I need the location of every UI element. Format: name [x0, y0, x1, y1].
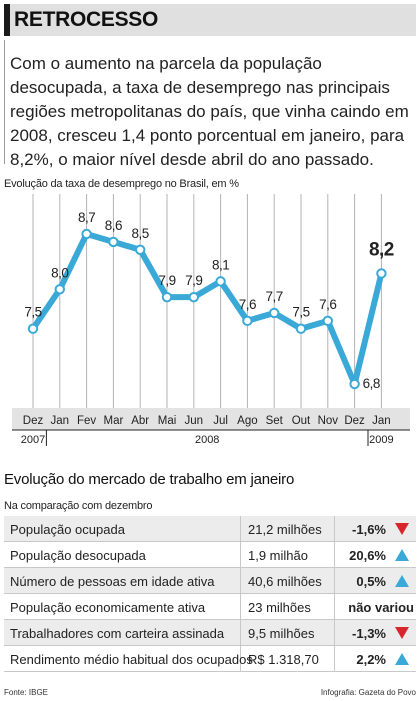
triangle-up-icon — [395, 575, 409, 587]
row-change: -1,6% — [352, 522, 386, 537]
labor-section-subtitle: Na comparação com dezembro — [4, 500, 153, 512]
row-value: 40,6 milhões — [248, 574, 322, 589]
row-change: 2,2% — [356, 652, 386, 667]
row-change: -1,3% — [352, 626, 386, 641]
year-label: 2008 — [195, 434, 219, 446]
triangle-down-icon — [395, 523, 409, 535]
data-label: 6,8 — [363, 376, 380, 391]
triangle-up-icon — [395, 549, 409, 561]
data-point — [269, 307, 280, 319]
chart-svg: Dez Jan Fev Mar Abr Mai Jun Jul Ago Set Out Nov Dez J… — [12, 194, 410, 446]
month-axis-band — [12, 408, 410, 430]
data-label: 8,0 — [51, 265, 68, 280]
month-tick-label: Jan — [51, 415, 70, 427]
row-change: não variou — [348, 600, 414, 615]
month-tick-label: Jul — [213, 415, 228, 427]
data-label: 8,5 — [132, 226, 149, 241]
intro-line: 2008, cresceu 1,4 ponto porcentual em ja… — [10, 126, 405, 145]
month-tick-label: Dez — [23, 415, 44, 427]
data-point — [349, 378, 360, 390]
month-tick-label: Set — [266, 415, 284, 427]
source-credit: Fonte: IBGE — [4, 688, 49, 697]
row-change: 0,5% — [356, 574, 386, 589]
year-label: 2009 — [369, 434, 393, 446]
data-label: 7,9 — [158, 273, 175, 288]
triangle-up-icon — [395, 653, 409, 665]
data-point — [376, 268, 387, 279]
month-tick-label: Jun — [185, 415, 204, 427]
row-value: 21,2 milhões — [248, 522, 322, 537]
intro-text: Com o aumento na parcela da população de… — [4, 40, 416, 169]
data-point — [215, 276, 226, 287]
data-point — [242, 315, 253, 327]
table-row: População economicamente ativa 23 milhõe… — [4, 594, 416, 620]
data-point — [161, 291, 173, 303]
data-label: 8,2 — [369, 239, 394, 260]
data-label: 7,7 — [266, 289, 283, 304]
data-label: 7,5 — [292, 305, 309, 320]
data-point — [54, 284, 65, 295]
labor-table: População ocupada 21,2 milhões -1,6% Pop… — [4, 516, 416, 672]
page-title: RETROCESSO — [14, 8, 159, 31]
row-label: População ocupada — [10, 522, 125, 537]
row-label: População desocupada — [10, 548, 146, 563]
year-label: 2007 — [21, 434, 45, 446]
row-value: R$ 1.318,70 — [248, 652, 319, 667]
infographic-credit: Infografia: Gazeta do Povo — [320, 688, 416, 697]
row-change: 20,6% — [349, 548, 386, 563]
row-value: 23 milhões — [248, 600, 311, 615]
data-label: 8,6 — [105, 218, 122, 233]
title-bar: RETROCESSO — [4, 4, 416, 36]
row-value: 1,9 milhão — [248, 548, 308, 563]
row-label: População economicamente ativa — [10, 600, 206, 615]
month-tick-label: Mar — [103, 415, 123, 427]
data-point — [27, 323, 39, 334]
data-point — [188, 291, 200, 303]
intro-line: regiões metropolitanas do país, que vinh… — [10, 102, 409, 121]
data-point — [135, 244, 146, 255]
month-tick-label: Abr — [131, 415, 149, 427]
table-row: Rendimento médio habitual dos ocupados R… — [4, 646, 416, 672]
triangle-down-icon — [395, 627, 409, 639]
data-label: 7,6 — [239, 297, 256, 312]
data-point — [81, 228, 92, 240]
month-tick-label: Jan — [372, 415, 391, 427]
row-label: Rendimento médio habitual dos ocupados — [10, 652, 253, 667]
row-label: Trabalhadores com carteira assinada — [10, 626, 225, 641]
data-label: 7,5 — [24, 305, 41, 320]
row-value: 9,5 milhões — [248, 626, 315, 641]
table-row: Trabalhadores com carteira assinada 9,5 … — [4, 620, 416, 646]
table-row: Número de pessoas em idade ativa 40,6 mi… — [4, 568, 416, 594]
data-label: 8,7 — [78, 210, 95, 225]
intro-line: Com o aumento na parcela da população — [10, 54, 322, 73]
month-tick-label: Ago — [237, 415, 257, 427]
labor-section-title: Evolução do mercado de trabalho em janei… — [4, 471, 295, 488]
table-row: População desocupada 1,9 milhão 20,6% — [4, 542, 416, 568]
month-tick-label: Dez — [344, 415, 365, 427]
row-label: Número de pessoas em idade ativa — [10, 574, 215, 589]
data-point — [295, 323, 307, 334]
data-label: 7,9 — [185, 273, 202, 288]
month-tick-label: Mai — [158, 415, 177, 427]
data-point — [322, 315, 333, 327]
chart-caption: Evolução da taxa de desemprego no Brasil… — [4, 178, 239, 190]
intro-line: 8,2%, o maior nível desde abril do ano p… — [10, 150, 374, 169]
data-point — [108, 236, 119, 248]
month-tick-label: Nov — [318, 415, 339, 427]
month-tick-label: Fev — [77, 415, 96, 427]
data-label: 7,6 — [319, 297, 336, 312]
intro-line: desocupada, a taxa de desemprego nas pri… — [10, 78, 390, 97]
data-label: 8,1 — [212, 257, 229, 272]
unemployment-chart: Dez Jan Fev Mar Abr Mai Jun Jul Ago Set Out Nov Dez J… — [0, 190, 420, 450]
month-tick-label: Out — [292, 415, 311, 427]
table-row: População ocupada 21,2 milhões -1,6% — [4, 516, 416, 542]
